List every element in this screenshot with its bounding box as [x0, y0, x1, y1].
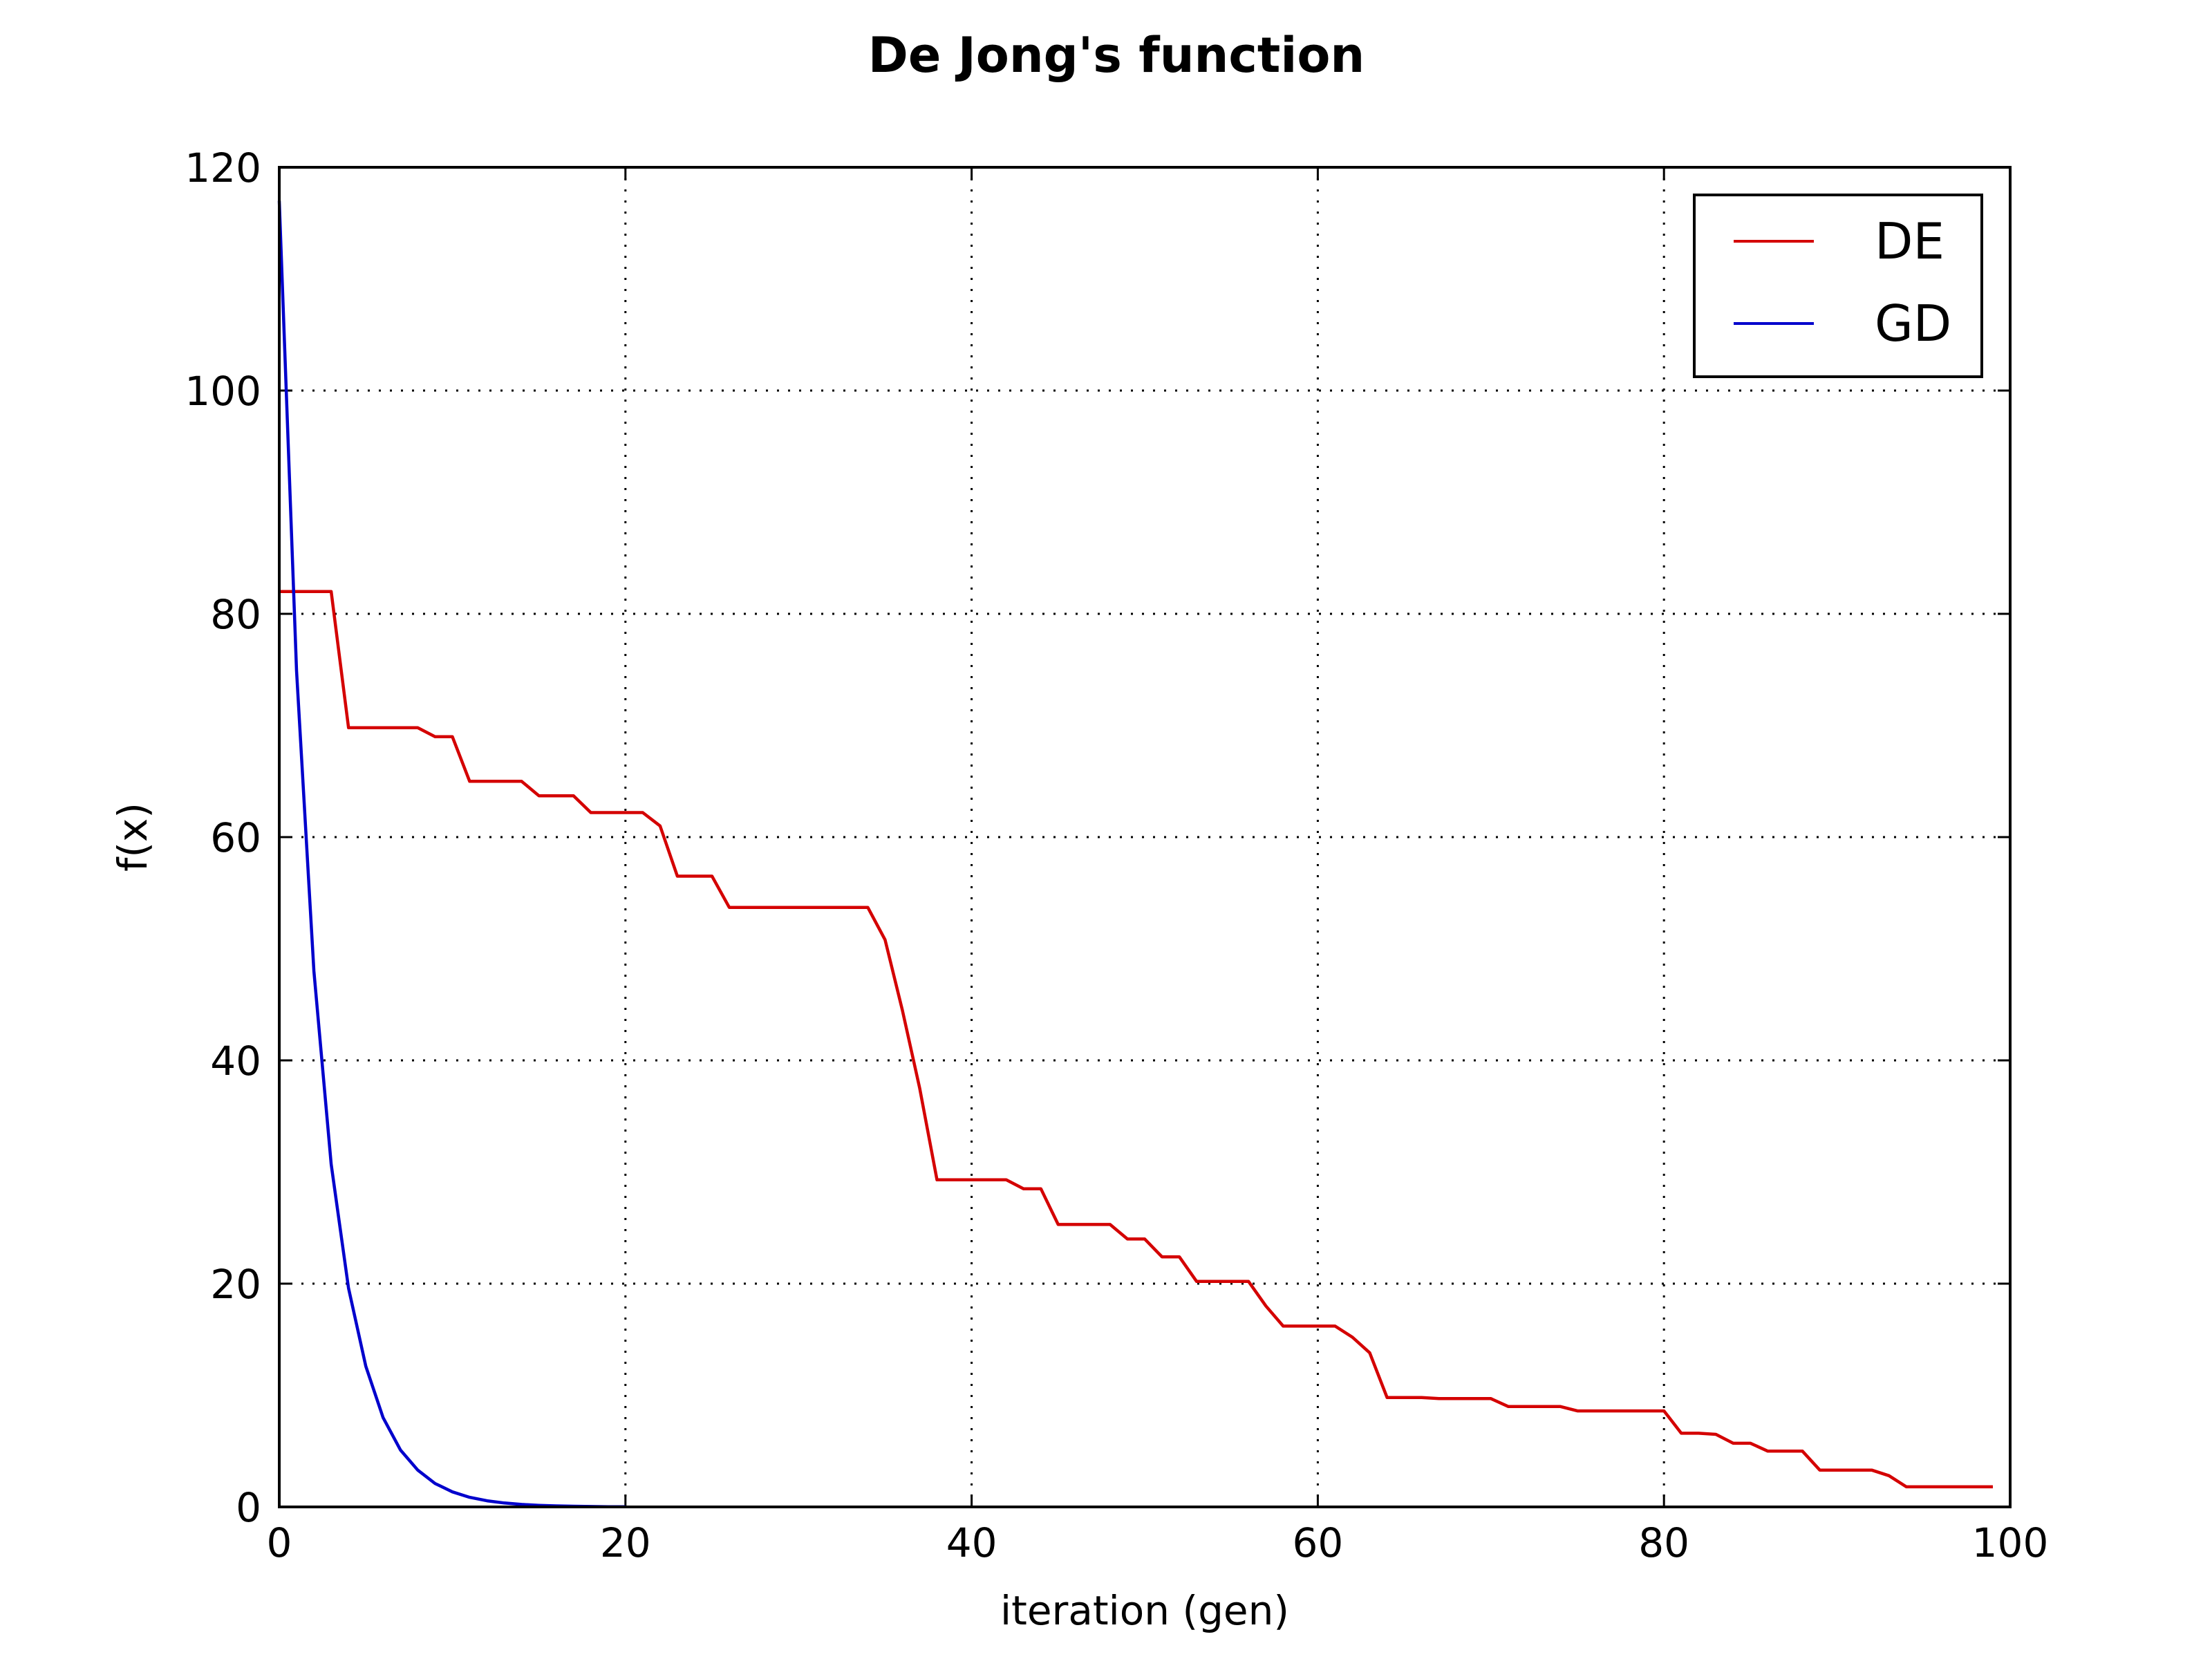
chart-title: De Jong's function	[868, 27, 1365, 84]
y-tick-label: 60	[210, 814, 261, 861]
plot-area-frame	[278, 166, 2012, 1508]
y-tick-label: 0	[236, 1484, 261, 1531]
x-tick-label: 80	[1638, 1519, 1689, 1566]
y-tick-label: 40	[210, 1038, 261, 1085]
x-tick-label: 0	[267, 1519, 292, 1566]
grid-lines	[279, 167, 2010, 1507]
y-axis-label: f(x)	[109, 803, 156, 872]
y-tick-label: 80	[210, 591, 261, 638]
legend: DE GD	[1693, 194, 1983, 378]
tick-labels: 0 20 40 60 80 100 0 20 40 60 80 100 120	[185, 144, 2048, 1566]
legend-label-de: DE	[1875, 212, 1944, 270]
y-tick-label: 100	[185, 368, 261, 415]
x-tick-label: 100	[1972, 1519, 2049, 1566]
y-tick-label: 20	[210, 1261, 261, 1308]
x-axis-label: iteration (gen)	[1000, 1587, 1289, 1634]
legend-box	[1693, 194, 1983, 378]
series-line-de	[279, 590, 1993, 1489]
legend-label-gd: GD	[1875, 294, 1951, 353]
x-tick-label: 20	[600, 1519, 651, 1566]
x-tick-label: 40	[946, 1519, 997, 1566]
y-tick-label: 120	[185, 144, 261, 191]
x-tick-label: 60	[1292, 1519, 1343, 1566]
